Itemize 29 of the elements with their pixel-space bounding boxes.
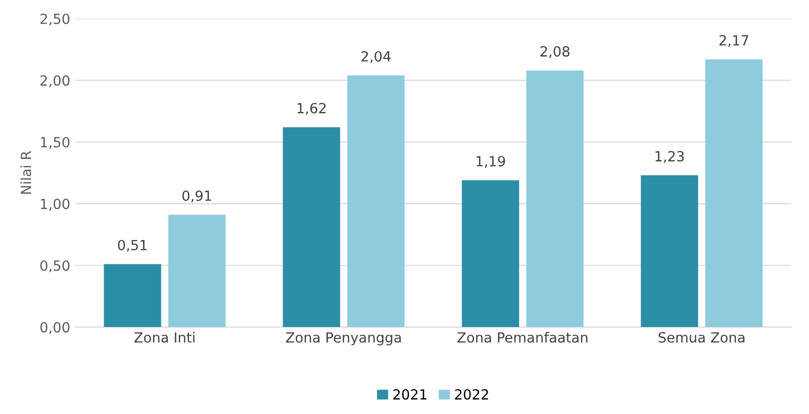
y-tick-label: 2,50 (40, 14, 70, 26)
y-tick-label: 2,00 (40, 75, 70, 88)
bar (526, 70, 584, 328)
data-label: 1,19 (476, 156, 505, 168)
legend-label: 2021 (393, 389, 426, 400)
bar (168, 214, 226, 328)
bar (104, 264, 162, 328)
bar (705, 59, 763, 328)
x-tick-label: Zona Inti (134, 332, 194, 343)
y-tick-label: 1,50 (40, 136, 70, 149)
y-tick-label: 1,00 (40, 198, 70, 211)
data-label: 1,23 (656, 151, 684, 163)
y-axis-title: Nilai R (20, 150, 32, 194)
x-tick-label: Zona Penyangga (286, 332, 401, 346)
data-label: 1,62 (298, 102, 326, 115)
bar (462, 180, 520, 328)
data-label: 0,51 (118, 240, 147, 252)
data-label: 2,17 (719, 35, 748, 47)
bar (347, 75, 405, 328)
x-tick-label: Zona Pemanfaatan (458, 332, 588, 343)
x-tick-label: Semua Zona (658, 332, 744, 343)
bar (640, 175, 698, 328)
bar (282, 127, 340, 328)
data-label: 2,04 (362, 51, 391, 63)
data-label: 0,91 (182, 190, 212, 202)
data-label: 2,08 (540, 46, 570, 58)
legend-label: 2022 (455, 389, 488, 400)
y-tick-label: 0,50 (40, 260, 70, 272)
y-tick-label: 0,00 (40, 322, 70, 334)
